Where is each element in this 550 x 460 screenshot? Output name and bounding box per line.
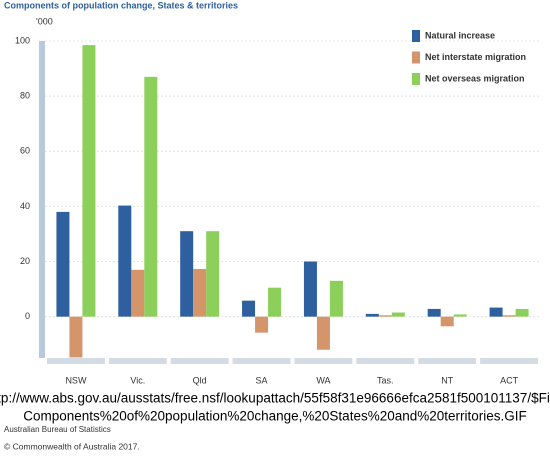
- bar: [391, 312, 405, 317]
- x-axis-band: [108, 358, 167, 364]
- y-tick-label: 80: [20, 91, 30, 101]
- x-tick-label: ACT: [500, 375, 519, 385]
- bar: [303, 261, 317, 317]
- source: Australian Bureau of Statistics: [4, 425, 111, 434]
- chart-title: Components of population change, States …: [4, 0, 238, 10]
- bar: [255, 316, 269, 333]
- legend-label: Net overseas migration: [425, 73, 525, 83]
- y-unit: '000: [36, 16, 53, 26]
- y-tick-label: 0: [25, 311, 30, 321]
- x-tick-label: Vic.: [130, 375, 145, 385]
- bar: [131, 269, 145, 317]
- source-url: http://www.abs.gov.au/ausstats/free.nsf/…: [0, 391, 550, 406]
- x-tick-label: SA: [256, 375, 268, 385]
- x-tick-label: NSW: [65, 375, 87, 385]
- bar: [365, 313, 379, 317]
- y-axis: [39, 41, 45, 358]
- bar: [316, 316, 330, 350]
- y-tick-label: 20: [20, 256, 30, 266]
- x-tick-label: NT: [441, 375, 453, 385]
- bar: [502, 315, 516, 317]
- bar: [180, 231, 194, 317]
- x-tick-label: Qld: [193, 375, 207, 385]
- x-axis-band: [232, 358, 291, 364]
- bar: [56, 211, 70, 317]
- x-axis-band: [480, 358, 538, 364]
- x-tick-label: WA: [316, 375, 330, 385]
- y-tick-label: 100: [15, 35, 30, 45]
- legend-label: Natural increase: [425, 30, 495, 40]
- bar: [329, 280, 343, 317]
- bar: [453, 314, 467, 317]
- bar: [206, 231, 220, 317]
- bar: [489, 307, 503, 317]
- x-axis-band: [170, 358, 229, 364]
- y-tick-label: 40: [20, 201, 30, 211]
- bar: [515, 308, 529, 317]
- legend-swatch: [412, 30, 420, 42]
- bar: [378, 315, 392, 317]
- legend-swatch: [412, 73, 420, 85]
- legend-label: Net interstate migration: [425, 52, 526, 62]
- bar: [268, 287, 282, 317]
- bar: [427, 308, 441, 317]
- bar: [118, 205, 132, 317]
- y-tick-label: 60: [20, 146, 30, 156]
- legend-swatch: [412, 51, 420, 64]
- bar: [82, 45, 96, 317]
- x-axis-band: [418, 358, 477, 364]
- copyright: © Commonwealth of Australia 2017.: [4, 441, 140, 451]
- source-url: Components%20of%20population%20change,%2…: [23, 409, 527, 424]
- bar: [193, 268, 207, 317]
- bar: [69, 316, 83, 358]
- x-axis-band: [356, 358, 415, 364]
- bar: [440, 316, 454, 327]
- x-axis-band: [47, 358, 105, 364]
- bar: [144, 76, 158, 317]
- x-tick-label: Tas.: [377, 375, 394, 385]
- bar: [242, 300, 256, 317]
- x-axis-band: [294, 358, 353, 364]
